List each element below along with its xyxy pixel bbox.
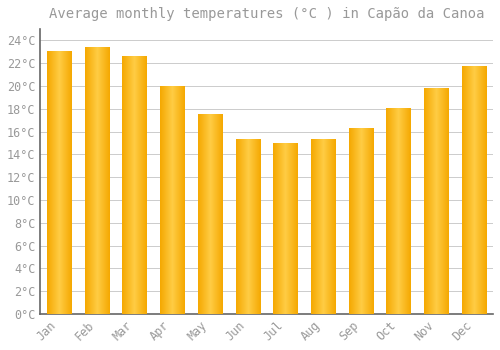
Title: Average monthly temperatures (°C ) in Capão da Canoa: Average monthly temperatures (°C ) in Ca…	[49, 7, 484, 21]
Bar	[236, 140, 260, 314]
Bar	[84, 47, 109, 314]
Bar	[274, 143, 298, 314]
Bar	[122, 56, 147, 314]
Bar	[348, 128, 374, 314]
Bar	[424, 88, 448, 314]
Bar	[198, 114, 222, 314]
Bar	[462, 66, 486, 314]
Bar	[386, 109, 411, 314]
Bar	[160, 86, 184, 314]
Bar	[47, 52, 72, 314]
Bar	[311, 140, 336, 314]
